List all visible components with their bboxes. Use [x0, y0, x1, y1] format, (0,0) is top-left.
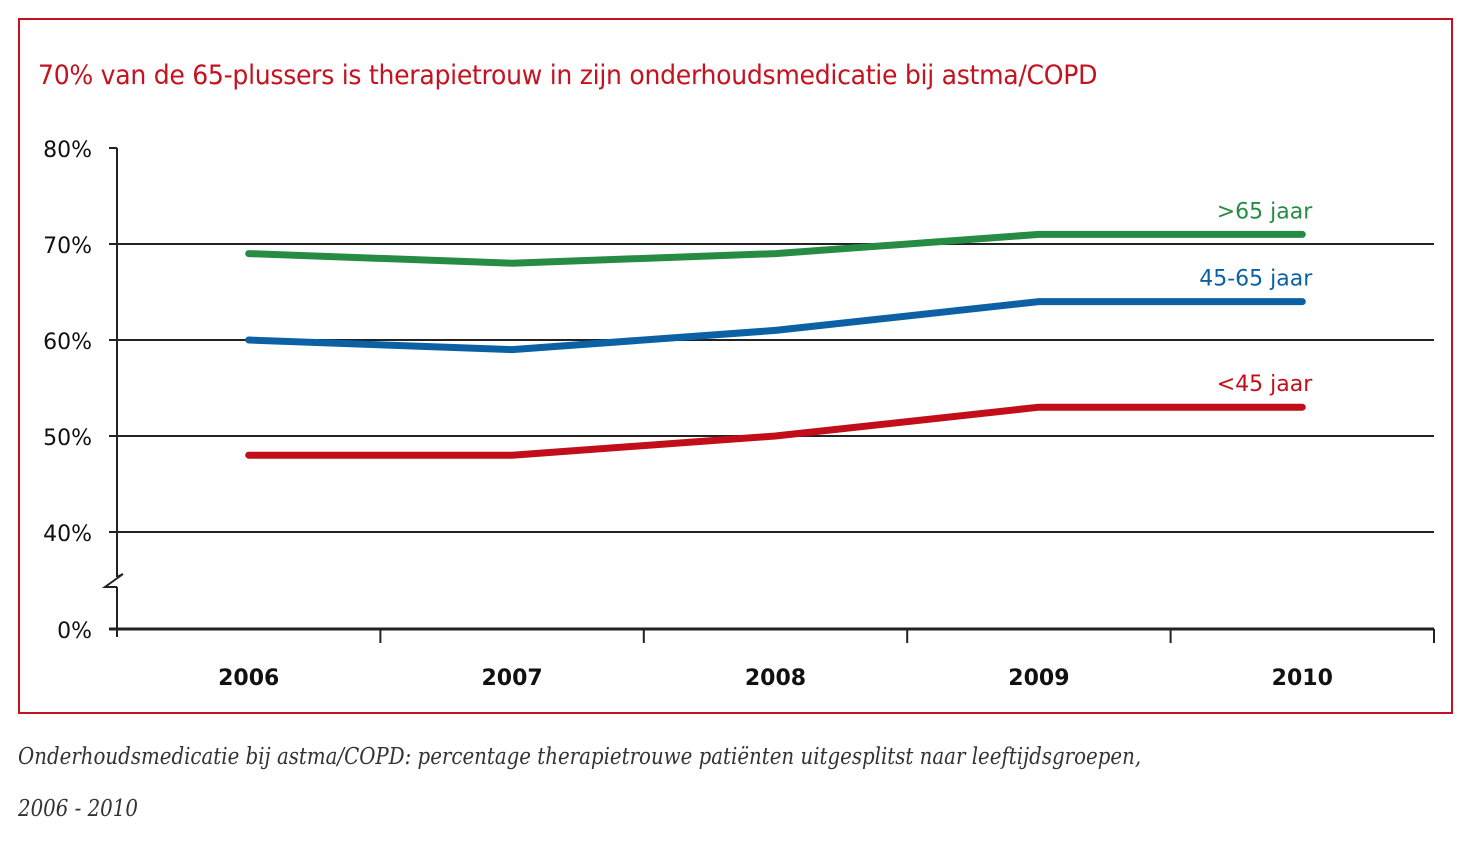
y-tick-label: 80%	[43, 138, 92, 163]
y-tick-label: 50%	[43, 426, 92, 451]
y-tick-label: 40%	[43, 522, 92, 547]
caption-line-2: 2006 - 2010	[18, 796, 138, 822]
x-tick-label: 2006	[218, 666, 279, 691]
x-tick-label: 2008	[745, 666, 806, 691]
series-label: <45 jaar	[1217, 372, 1313, 397]
x-tick-label: 2007	[481, 666, 542, 691]
series-label: 45-65 jaar	[1199, 267, 1313, 292]
chart-frame	[18, 18, 1453, 714]
series-line-1	[245, 298, 1306, 354]
series-label: >65 jaar	[1217, 199, 1313, 224]
y-tick-label: 60%	[43, 330, 92, 355]
y-tick-label: 0%	[57, 619, 92, 644]
caption-line-1: Onderhoudsmedicatie bij astma/COPD: perc…	[18, 744, 1142, 770]
x-tick-label: 2009	[1008, 666, 1069, 691]
chart-title: 70% van de 65-plussers is therapietrouw …	[38, 60, 1098, 91]
series-line-2	[245, 403, 1306, 459]
axis-break-icon	[101, 573, 124, 588]
y-tick-label: 70%	[43, 234, 92, 259]
x-tick-label: 2010	[1272, 666, 1333, 691]
series-line-0	[245, 230, 1306, 267]
